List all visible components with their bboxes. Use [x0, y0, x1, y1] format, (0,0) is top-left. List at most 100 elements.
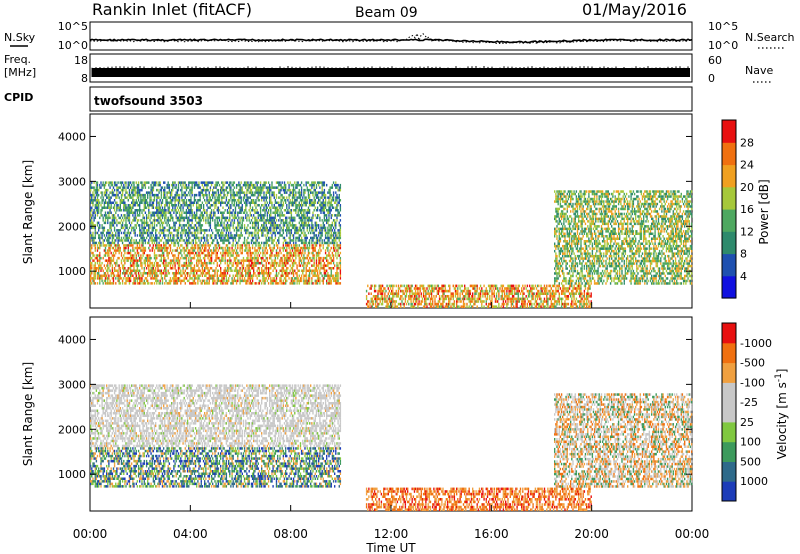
echo-cell-upper-echo [123, 199, 125, 202]
echo-cell-lower-echo [155, 254, 157, 257]
echo-cell-lower-echo [249, 249, 251, 252]
echo-cell-lower-echo [313, 254, 315, 257]
echo-cell-upper-echo [264, 181, 266, 184]
echo-cell-lower-echo [208, 259, 210, 262]
echo-cell-upper-echo [177, 193, 180, 197]
echo-cell-lower-echo [159, 279, 161, 283]
echo-cell-upper-echo [196, 216, 198, 220]
echo-cell-upper-echo [93, 196, 95, 199]
echo-cell-upper-echo [206, 196, 208, 199]
power-echo-cells [90, 181, 693, 308]
echo-cell-lower-echo [111, 269, 114, 272]
echo-cell-lower-echo [204, 274, 206, 277]
echo-cell-lower-echo [307, 261, 310, 265]
echo-cell-upper-echo [216, 188, 218, 192]
echo-cell-upper-echo [161, 199, 164, 202]
echo-cell-upper-echo [314, 206, 316, 209]
echo-cell-lower-echo [279, 264, 281, 267]
echo-cell-upper-echo [161, 186, 164, 189]
echo-cell-upper-echo [153, 239, 156, 242]
echo-cell-upper-echo [326, 241, 328, 245]
echo-cell-lower-echo [254, 282, 256, 285]
echo-cell-lower-echo [239, 269, 241, 272]
echo-cell-upper-echo [271, 193, 273, 197]
echo-cell-upper-echo [208, 181, 210, 184]
echo-cell-lower-echo [241, 246, 243, 250]
echo-cell-upper-echo [259, 226, 262, 230]
echo-cell-lower-echo [250, 254, 253, 257]
echo-cell-upper-echo [240, 216, 242, 220]
echo-cell-lower-echo [192, 274, 194, 277]
echo-cell-upper-echo [326, 236, 328, 240]
echo-cell-upper-echo [290, 214, 293, 217]
echo-cell-upper-echo [329, 206, 331, 209]
echo-cell-lower-echo [224, 269, 226, 272]
echo-cell-upper-echo [163, 241, 165, 245]
echo-cell-upper-echo [115, 216, 117, 220]
echo-cell-upper-echo [184, 241, 186, 245]
echo-cell-lower-echo [220, 251, 222, 255]
echo-cell-lower-echo [266, 251, 269, 255]
echo-cell-upper-echo [233, 186, 236, 189]
echo-cell-lower-echo [245, 272, 247, 275]
echo-cell-upper-echo [108, 183, 110, 187]
echo-cell-upper-echo [140, 234, 142, 237]
echo-cell-lower-echo [205, 254, 207, 257]
echo-cell-upper-echo [118, 229, 120, 232]
echo-cell-upper-echo [248, 231, 250, 235]
echo-cell-upper-echo [177, 209, 180, 212]
echo-cell-lower-echo [312, 256, 314, 260]
echo-cell-lower-echo [304, 249, 306, 252]
echo-cell-upper-echo [199, 206, 201, 209]
echo-cell-lower-echo [312, 251, 314, 255]
echo-cell-upper-echo [330, 236, 332, 240]
echo-cell-upper-echo [109, 231, 111, 235]
echo-cell-lower-echo [299, 279, 302, 283]
echo-cell-upper-echo [173, 236, 175, 240]
echo-cell-upper-echo [336, 241, 338, 245]
echo-cell-lower-echo [117, 269, 119, 272]
echo-cell-upper-echo [143, 224, 145, 227]
echo-cell-lower-echo [194, 244, 197, 247]
echo-cell-lower-echo [238, 261, 240, 265]
echo-cell-upper-echo [200, 211, 202, 214]
echo-cell-lower-echo [288, 246, 290, 250]
echo-cell-lower-echo [199, 256, 201, 260]
echo-cell-upper-echo [253, 241, 255, 245]
echo-cell-lower-echo [185, 264, 188, 267]
echo-cell-upper-echo [214, 201, 216, 204]
echo-cell-upper-echo [189, 199, 191, 202]
echo-cell-upper-echo [286, 226, 288, 230]
echo-cell-upper-echo [157, 188, 159, 192]
echo-cell-upper-echo [184, 201, 186, 204]
echo-cell-upper-echo [118, 234, 120, 237]
echo-cell-lower-echo [231, 282, 233, 285]
echo-cell-upper-echo [191, 239, 193, 242]
echo-cell-upper-echo [308, 193, 311, 197]
echo-cell-upper-echo [129, 211, 132, 214]
echo-cell-upper-echo [311, 236, 313, 240]
echo-cell-lower-echo [226, 269, 229, 272]
echo-cell-upper-echo [133, 226, 135, 230]
echo-cell-upper-echo [177, 183, 180, 187]
echo-cell-lower-echo [144, 246, 147, 250]
echo-cell-upper-echo [156, 188, 158, 192]
echo-cell-upper-echo [137, 214, 140, 217]
echo-cell-lower-echo [220, 274, 222, 277]
echo-cell-lower-echo [277, 261, 279, 265]
echo-cell-upper-echo [100, 186, 102, 189]
echo-cell-upper-echo [332, 199, 335, 202]
echo-cell-upper-echo [270, 221, 272, 225]
echo-cell-lower-echo [294, 254, 296, 257]
echo-cell-upper-echo [307, 219, 310, 222]
echo-cell-lower-echo [254, 259, 256, 262]
echo-cell-lower-echo [90, 267, 92, 270]
echo-cell-upper-echo [133, 186, 135, 189]
echo-cell-lower-echo [272, 246, 274, 250]
echo-cell-upper-echo [165, 216, 167, 220]
echo-cell-upper-echo [299, 219, 302, 222]
echo-cell-upper-echo [193, 193, 196, 197]
echo-cell-upper-echo [224, 216, 226, 220]
echo-cell-lower-echo [202, 244, 205, 247]
echo-cell-upper-echo [145, 201, 148, 204]
